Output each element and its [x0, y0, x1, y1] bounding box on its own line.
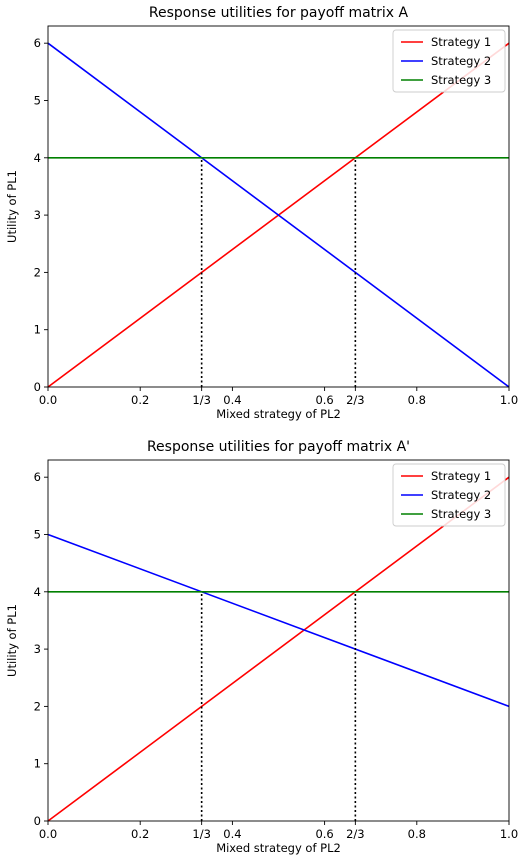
y-axis-label: Utility of PL1 — [5, 604, 19, 677]
legend-box — [392, 29, 506, 93]
y-tick-label: 1 — [34, 323, 41, 337]
plot-frame — [47, 25, 510, 388]
x-tick-label: 0.6 — [315, 393, 333, 407]
x-tick-label: 1.0 — [500, 393, 518, 407]
chart-title: Response utilities for payoff matrix A' — [147, 439, 410, 455]
chart-panel-2: Response utilities for payoff matrix A' 0… — [5, 439, 518, 855]
legend-entry: Strategy 3 — [431, 73, 491, 87]
chart-panel-1: Response utilities for payoff matrix A 0.… — [5, 5, 518, 421]
legend-entry: Strategy 2 — [431, 54, 491, 68]
y-tick-label: 3 — [34, 642, 41, 656]
y-tick-label: 3 — [34, 208, 41, 222]
x-tick-label: 0.8 — [408, 827, 426, 841]
y-tick-label: 0 — [34, 814, 41, 828]
chart-title: Response utilities for payoff matrix A — [149, 5, 409, 21]
x-tick-label: 0.2 — [131, 827, 149, 841]
x-tick-label: 0.4 — [223, 827, 241, 841]
y-tick-label: 4 — [34, 151, 41, 165]
y-tick-label: 6 — [34, 36, 41, 50]
x-tick-label: 0.0 — [39, 393, 57, 407]
y-tick-label: 1 — [34, 757, 41, 771]
x-tick-label: 0.0 — [39, 827, 57, 841]
series-line-strategy-2 — [47, 42, 510, 388]
y-tick-label: 0 — [34, 380, 41, 394]
x-tick-label: 0.8 — [408, 393, 426, 407]
x-tick-label: 1/3 — [192, 393, 211, 407]
legend: Strategy 1 Strategy 2 Strategy 3 — [392, 463, 506, 527]
legend: Strategy 1 Strategy 2 Strategy 3 — [392, 29, 506, 93]
legend-entry: Strategy 1 — [431, 469, 491, 483]
y-tick-label: 2 — [34, 265, 41, 279]
x-axis-label: Mixed strategy of PL2 — [216, 407, 341, 421]
y-tick-label: 2 — [34, 699, 41, 713]
series-group — [47, 476, 510, 822]
legend-entry: Strategy 1 — [431, 35, 491, 49]
series-line-strategy-1 — [47, 476, 510, 822]
x-tick-label: 1/3 — [192, 827, 211, 841]
x-tick-label: 1.0 — [500, 827, 518, 841]
y-tick-label: 5 — [34, 93, 41, 107]
plot-frame — [47, 459, 510, 822]
series-group — [47, 42, 510, 388]
legend-box — [392, 463, 506, 527]
x-tick-label: 0.4 — [223, 393, 241, 407]
y-tick-label: 4 — [34, 585, 41, 599]
y-axis-label: Utility of PL1 — [5, 170, 19, 243]
x-tick-label: 0.6 — [315, 827, 333, 841]
legend-entry: Strategy 3 — [431, 507, 491, 521]
x-axis-label: Mixed strategy of PL2 — [216, 841, 341, 855]
x-tick-label: 2/3 — [346, 393, 365, 407]
series-line-strategy-2 — [47, 533, 510, 708]
x-tick-label: 0.2 — [131, 393, 149, 407]
y-tick-label: 6 — [34, 470, 41, 484]
legend-entry: Strategy 2 — [431, 488, 491, 502]
y-tick-label: 5 — [34, 527, 41, 541]
x-tick-label: 2/3 — [346, 827, 365, 841]
